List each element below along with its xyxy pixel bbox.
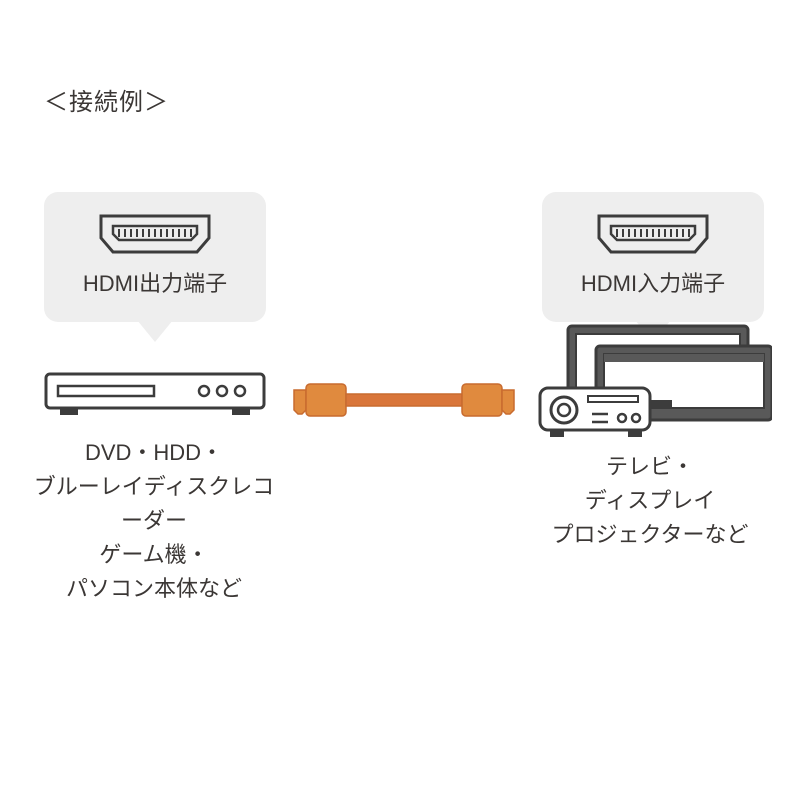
source-device (44, 372, 266, 423)
page-title: ＜接続例＞ (44, 82, 169, 117)
callout-label-in: HDMI入力端子 (542, 266, 764, 298)
display-projector-icon (536, 322, 772, 442)
hdmi-cable (292, 378, 516, 427)
caption-line: ブルーレイディスクレコーダー (34, 474, 274, 533)
caption-dest: テレビ・ ディスプレイ プロジェクターなど (520, 450, 780, 552)
player-icon (44, 372, 266, 418)
hdmi-port-icon (595, 210, 711, 258)
caption-line: パソコン本体など (66, 576, 242, 601)
dest-devices (536, 322, 772, 447)
caption-line: DVD・HDD・ (85, 440, 223, 465)
caption-line: ディスプレイ (585, 488, 715, 513)
caption-line: プロジェクターなど (551, 522, 748, 547)
caption-source: DVD・HDD・ ブルーレイディスクレコーダー ゲーム機・ パソコン本体など (24, 436, 284, 606)
callout-hdmi-out: HDMI出力端子 (44, 192, 266, 322)
cable-icon (292, 378, 516, 422)
caption-line: ゲーム機・ (99, 542, 208, 567)
callout-label-out: HDMI出力端子 (44, 266, 266, 298)
caption-line: テレビ・ (606, 454, 694, 479)
hdmi-port-icon (97, 210, 213, 258)
callout-hdmi-in: HDMI入力端子 (542, 192, 764, 322)
